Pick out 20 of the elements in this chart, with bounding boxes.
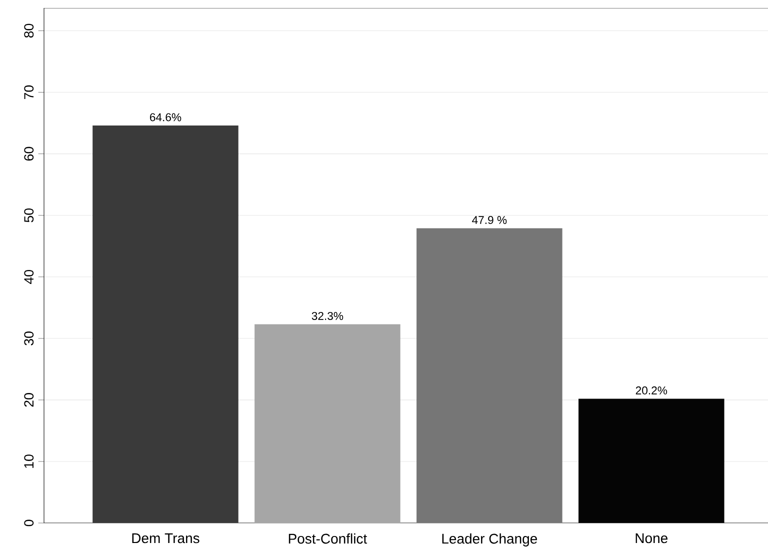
bar (254, 324, 400, 523)
y-tick-label: 0 (24, 520, 34, 526)
data-label: 32.3% (312, 312, 344, 320)
data-label: 47.9 % (472, 216, 507, 224)
x-tick-label: Dem Trans (132, 533, 200, 544)
data-label: 64.6% (150, 113, 182, 122)
y-tick-label: 60 (24, 146, 34, 161)
x-tick-label: Leader Change (442, 533, 538, 546)
y-tick-label: 40 (24, 270, 34, 284)
x-tick-label: None (636, 533, 668, 544)
y-tick-label: 10 (24, 454, 34, 468)
y-tick-label: 50 (24, 208, 34, 222)
bar (416, 228, 562, 523)
x-tick-label: Post-Conflict (288, 533, 368, 544)
y-tick-label: 70 (24, 85, 34, 100)
y-tick-label: 80 (24, 24, 34, 38)
data-label: 20.2% (636, 386, 668, 394)
y-tick-label: 20 (24, 393, 34, 407)
y-tick-label: 30 (24, 332, 34, 346)
bar (92, 126, 238, 523)
